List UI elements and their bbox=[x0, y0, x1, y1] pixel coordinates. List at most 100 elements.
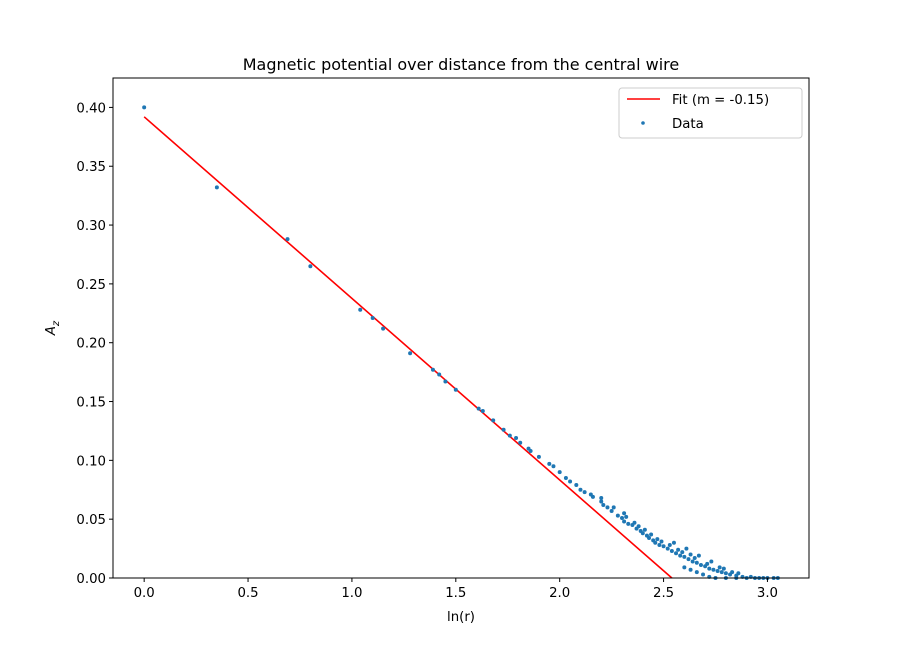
data-point bbox=[615, 513, 620, 518]
data-point bbox=[698, 563, 703, 568]
y-axis-label: Az bbox=[44, 320, 62, 336]
legend-data-label: Data bbox=[672, 117, 704, 132]
data-point bbox=[285, 237, 290, 242]
data-point bbox=[590, 494, 595, 499]
x-tick-label: 1.0 bbox=[341, 586, 362, 601]
data-point bbox=[657, 543, 662, 548]
data-point bbox=[214, 185, 219, 190]
legend-fit-label: Fit (m = -0.15) bbox=[672, 93, 769, 108]
data-point bbox=[701, 572, 706, 577]
data-point bbox=[626, 521, 631, 526]
data-point bbox=[680, 550, 685, 555]
x-tick-label: 3.0 bbox=[757, 586, 778, 601]
x-tick-label: 0.5 bbox=[237, 586, 258, 601]
data-point bbox=[688, 567, 693, 572]
x-axis-ticks: 0.0 0.5 1.0 1.5 2.0 2.5 3.0 bbox=[134, 578, 778, 601]
data-point bbox=[609, 508, 614, 513]
data-point bbox=[659, 539, 664, 544]
x-axis-label: ln(r) bbox=[447, 610, 475, 625]
data-point bbox=[408, 351, 413, 356]
data-point bbox=[507, 433, 512, 438]
data-point bbox=[574, 483, 579, 488]
data-point bbox=[640, 531, 645, 536]
data-point bbox=[443, 379, 448, 384]
y-axis-ticks: 0.00 0.05 0.10 0.15 0.20 0.25 0.30 0.35 0.40 bbox=[76, 101, 113, 587]
data-point bbox=[501, 427, 506, 432]
y-tick-label: 0.40 bbox=[76, 101, 106, 116]
data-point bbox=[605, 505, 610, 510]
data-point bbox=[653, 540, 658, 545]
data-point bbox=[142, 105, 147, 110]
data-point bbox=[688, 552, 693, 557]
data-points bbox=[142, 105, 780, 580]
data-point bbox=[547, 461, 552, 466]
axes-frame bbox=[112, 77, 810, 579]
data-point bbox=[730, 570, 735, 575]
data-point bbox=[690, 559, 695, 564]
data-point bbox=[665, 546, 670, 551]
data-point bbox=[721, 566, 726, 571]
data-point bbox=[528, 448, 533, 453]
data-point bbox=[692, 556, 697, 560]
x-tick-label: 0.0 bbox=[134, 586, 155, 601]
data-point bbox=[671, 540, 676, 545]
y-tick-label: 0.30 bbox=[76, 219, 106, 234]
data-point bbox=[601, 503, 606, 508]
svg-text:Az: Az bbox=[44, 320, 62, 336]
data-point bbox=[696, 553, 701, 558]
data-point bbox=[578, 487, 583, 492]
data-point bbox=[694, 570, 699, 575]
data-point bbox=[491, 418, 496, 423]
data-point bbox=[705, 561, 710, 566]
data-point bbox=[682, 565, 687, 570]
data-point bbox=[620, 516, 625, 520]
data-point bbox=[711, 567, 716, 572]
data-point bbox=[582, 490, 587, 495]
data-point bbox=[370, 316, 375, 320]
data-point bbox=[709, 559, 714, 564]
legend: Fit (m = -0.15) Data bbox=[618, 87, 803, 139]
y-tick-label: 0.25 bbox=[76, 278, 106, 293]
data-point bbox=[647, 536, 652, 540]
data-point bbox=[667, 543, 672, 548]
data-point bbox=[308, 264, 313, 269]
data-point bbox=[437, 372, 442, 377]
data-point bbox=[611, 505, 616, 510]
y-tick-label: 0.00 bbox=[76, 572, 106, 587]
data-point bbox=[568, 479, 573, 484]
data-point bbox=[636, 524, 641, 529]
data-point bbox=[551, 464, 556, 469]
fit-layer bbox=[143, 116, 673, 579]
data-point bbox=[717, 565, 722, 570]
data-point bbox=[736, 571, 741, 576]
x-tick-label: 2.0 bbox=[549, 586, 570, 601]
data-point bbox=[536, 454, 541, 459]
data-point bbox=[624, 514, 629, 519]
chart-title: Magnetic potential over distance from th… bbox=[243, 55, 680, 74]
data-point bbox=[430, 367, 435, 372]
data-point bbox=[682, 554, 687, 559]
data-point bbox=[622, 519, 627, 524]
fit-line bbox=[143, 116, 673, 579]
data-point bbox=[563, 476, 568, 480]
data-point bbox=[707, 566, 712, 571]
data-point bbox=[661, 544, 666, 549]
data-point bbox=[684, 546, 689, 551]
data-point bbox=[599, 496, 604, 500]
y-axis-label-sub: z bbox=[51, 320, 62, 327]
data-point bbox=[642, 527, 647, 532]
x-tick-label: 1.5 bbox=[445, 586, 466, 601]
data-point bbox=[686, 557, 691, 562]
y-axis-label-main: A bbox=[44, 326, 59, 336]
data-point bbox=[669, 548, 674, 553]
data-point bbox=[655, 537, 660, 542]
data-point bbox=[599, 499, 604, 504]
data-point bbox=[715, 568, 720, 573]
data-point bbox=[622, 511, 627, 516]
y-tick-label: 0.35 bbox=[76, 160, 106, 175]
y-tick-label: 0.10 bbox=[76, 454, 106, 469]
data-point bbox=[723, 571, 728, 576]
y-tick-label: 0.05 bbox=[76, 513, 106, 528]
